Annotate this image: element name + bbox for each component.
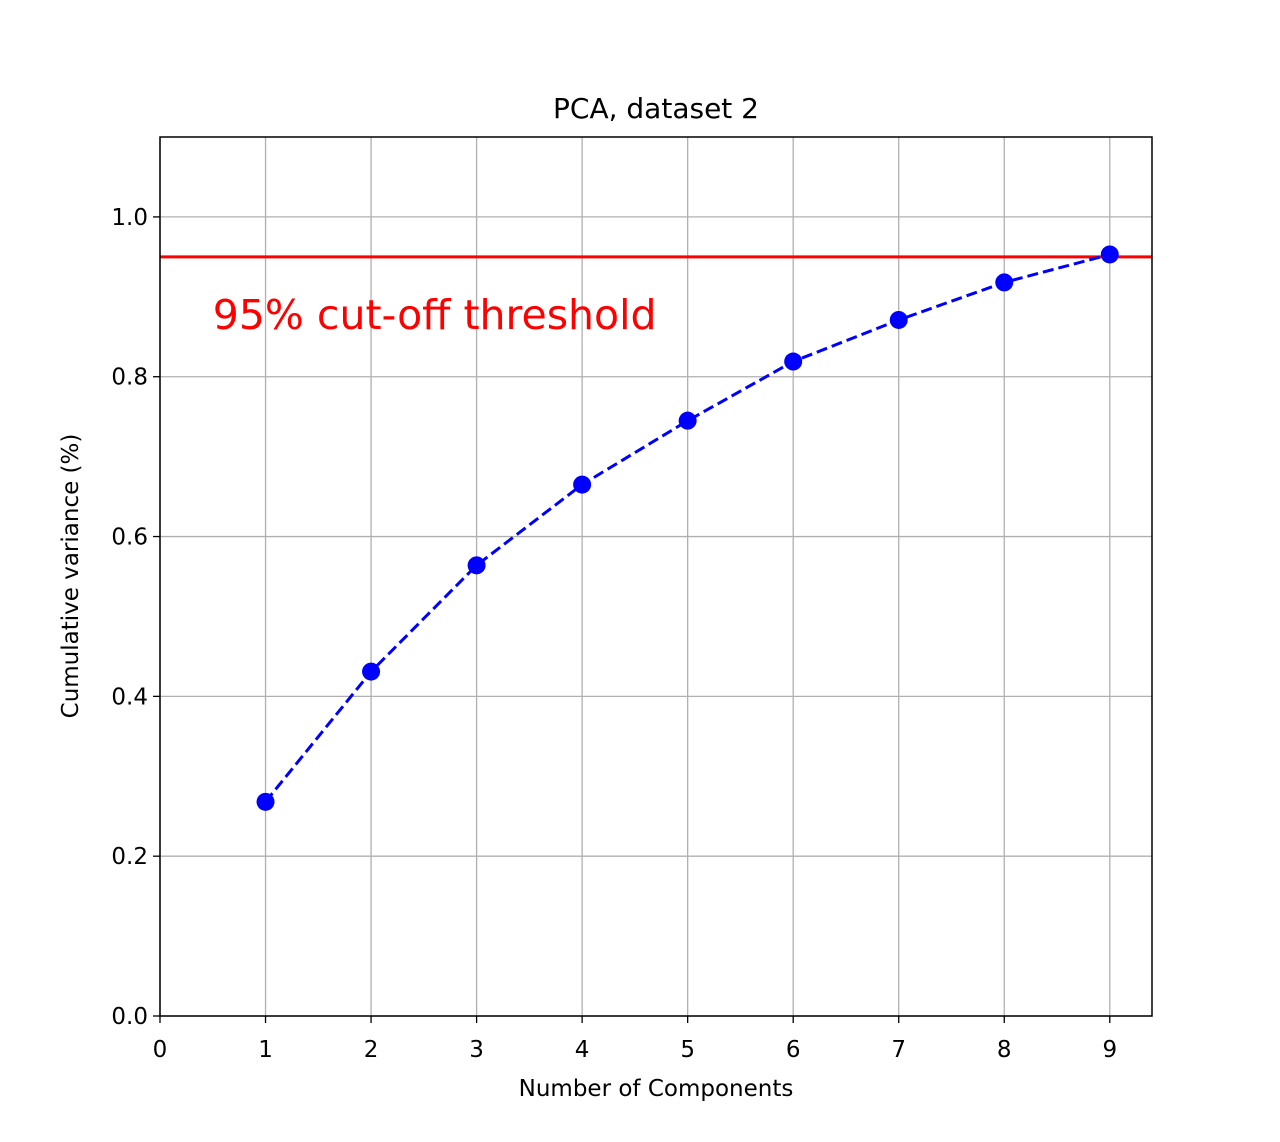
data-point — [784, 352, 803, 371]
data-point — [995, 273, 1014, 292]
y-axis-title: Cumulative variance (%) — [58, 434, 84, 719]
y-tick-label: 0.0 — [111, 1004, 148, 1030]
x-tick-label: 1 — [258, 1037, 273, 1063]
chart-title: PCA, dataset 2 — [553, 92, 759, 125]
annotations: 95% cut-off threshold — [213, 291, 657, 339]
data-point — [889, 310, 908, 329]
x-tick-label: 9 — [1102, 1037, 1117, 1063]
y-tick-label: 1.0 — [111, 205, 148, 231]
y-tick-label: 0.2 — [111, 844, 148, 870]
y-tick-label: 0.6 — [111, 525, 148, 551]
x-tick-label: 6 — [786, 1037, 801, 1063]
x-tick-label: 3 — [469, 1037, 484, 1063]
series-layer — [256, 245, 1119, 811]
data-point — [1100, 245, 1119, 264]
y-tick-label: 0.4 — [111, 684, 148, 710]
data-point — [256, 792, 275, 811]
threshold-annotation: 95% cut-off threshold — [213, 291, 657, 339]
x-tick-label: 0 — [153, 1037, 168, 1063]
data-point — [362, 662, 381, 681]
x-tick-label: 8 — [997, 1037, 1012, 1063]
y-tick-label: 0.8 — [111, 365, 148, 391]
y-axis-ticks: 0.0 0.2 0.4 0.6 0.8 1.0 — [111, 205, 160, 1030]
data-point — [573, 475, 592, 494]
x-axis-ticks: 0 1 2 3 4 5 6 7 8 9 — [153, 1016, 1117, 1063]
data-point — [467, 556, 486, 575]
data-point — [678, 411, 697, 430]
plot-frame — [159, 136, 1153, 1017]
series-line — [264, 253, 1111, 803]
x-tick-label: 4 — [575, 1037, 590, 1063]
x-tick-label: 7 — [891, 1037, 906, 1063]
x-tick-label: 2 — [364, 1037, 379, 1063]
x-tick-label: 5 — [680, 1037, 695, 1063]
x-axis-title: Number of Components — [519, 1076, 794, 1102]
